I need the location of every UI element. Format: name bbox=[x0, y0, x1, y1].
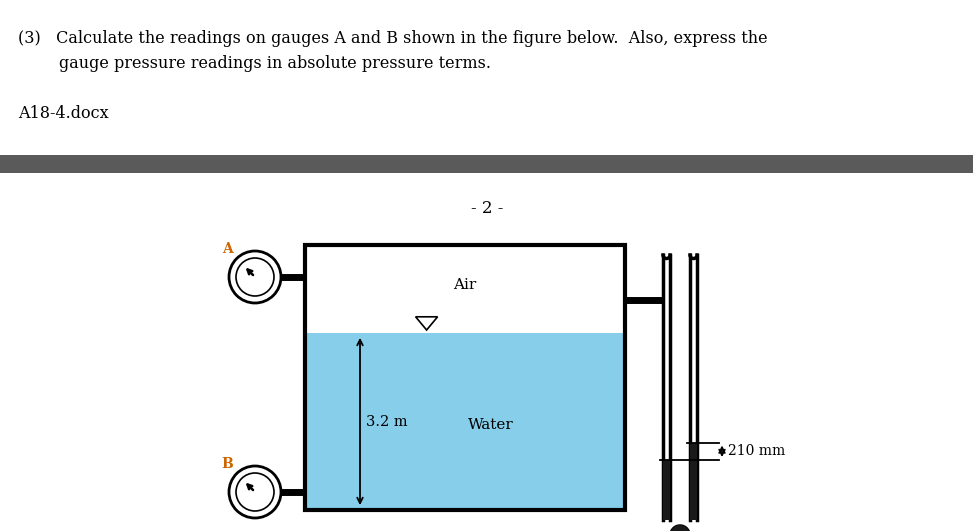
Polygon shape bbox=[669, 528, 686, 531]
Polygon shape bbox=[676, 527, 687, 531]
Circle shape bbox=[229, 251, 281, 303]
Circle shape bbox=[236, 258, 274, 296]
Bar bbox=[663, 460, 670, 520]
Polygon shape bbox=[679, 526, 682, 531]
Text: (3)   Calculate the readings on gauges A and B shown in the figure below.  Also,: (3) Calculate the readings on gauges A a… bbox=[18, 30, 768, 47]
Polygon shape bbox=[666, 529, 688, 531]
Polygon shape bbox=[677, 526, 685, 531]
Polygon shape bbox=[668, 528, 686, 531]
Polygon shape bbox=[672, 527, 684, 531]
Polygon shape bbox=[667, 528, 686, 531]
Text: Water: Water bbox=[468, 418, 514, 432]
Polygon shape bbox=[667, 529, 687, 531]
Bar bbox=[0, 155, 973, 173]
Polygon shape bbox=[677, 526, 686, 531]
Polygon shape bbox=[678, 526, 684, 531]
Circle shape bbox=[236, 473, 274, 511]
Polygon shape bbox=[676, 527, 687, 531]
Bar bbox=[305, 245, 625, 510]
Polygon shape bbox=[675, 526, 682, 531]
Polygon shape bbox=[672, 527, 684, 531]
Text: 3.2 m: 3.2 m bbox=[366, 415, 408, 429]
Polygon shape bbox=[672, 529, 695, 531]
Polygon shape bbox=[665, 530, 688, 531]
Text: gauge pressure readings in absolute pressure terms.: gauge pressure readings in absolute pres… bbox=[18, 55, 491, 72]
Polygon shape bbox=[678, 526, 681, 531]
Text: B: B bbox=[221, 457, 233, 471]
Polygon shape bbox=[667, 528, 687, 531]
Polygon shape bbox=[673, 528, 693, 531]
Polygon shape bbox=[673, 527, 683, 531]
Text: - 2 -: - 2 - bbox=[471, 200, 503, 217]
Polygon shape bbox=[673, 528, 693, 531]
Polygon shape bbox=[669, 527, 685, 531]
Text: A18-4.docx: A18-4.docx bbox=[18, 105, 109, 122]
Polygon shape bbox=[677, 526, 682, 531]
Polygon shape bbox=[679, 526, 681, 531]
Bar bbox=[305, 245, 625, 333]
Polygon shape bbox=[679, 526, 682, 531]
Polygon shape bbox=[679, 526, 680, 531]
Polygon shape bbox=[675, 527, 690, 531]
Polygon shape bbox=[673, 529, 694, 531]
Polygon shape bbox=[675, 527, 689, 531]
Polygon shape bbox=[672, 530, 696, 531]
Polygon shape bbox=[674, 528, 691, 531]
Polygon shape bbox=[666, 529, 687, 531]
Polygon shape bbox=[670, 527, 685, 531]
Polygon shape bbox=[678, 526, 683, 531]
Polygon shape bbox=[674, 526, 683, 531]
Polygon shape bbox=[665, 530, 688, 531]
Polygon shape bbox=[672, 530, 696, 531]
Circle shape bbox=[229, 466, 281, 518]
Polygon shape bbox=[675, 527, 691, 531]
Text: A: A bbox=[222, 242, 233, 256]
Polygon shape bbox=[676, 527, 688, 531]
Polygon shape bbox=[675, 527, 689, 531]
Text: 210 mm: 210 mm bbox=[728, 444, 785, 458]
Text: Air: Air bbox=[453, 278, 477, 292]
Polygon shape bbox=[674, 528, 692, 531]
Polygon shape bbox=[677, 526, 681, 531]
Polygon shape bbox=[674, 528, 692, 531]
Polygon shape bbox=[667, 528, 686, 531]
Bar bbox=[305, 333, 625, 510]
Bar bbox=[690, 443, 697, 520]
Polygon shape bbox=[670, 527, 685, 531]
Polygon shape bbox=[415, 317, 438, 330]
Polygon shape bbox=[673, 529, 694, 531]
Polygon shape bbox=[672, 529, 695, 531]
Polygon shape bbox=[674, 526, 683, 531]
Polygon shape bbox=[671, 527, 684, 531]
Polygon shape bbox=[676, 526, 682, 531]
Polygon shape bbox=[666, 529, 687, 531]
Polygon shape bbox=[678, 526, 685, 531]
